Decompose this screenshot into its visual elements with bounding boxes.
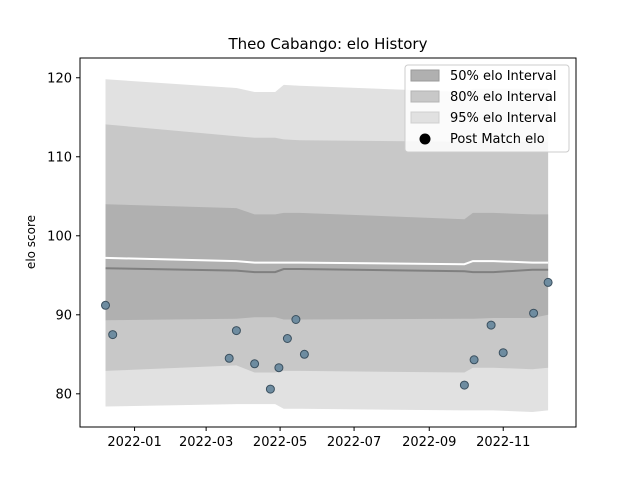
post-match-point: [231, 326, 241, 336]
legend-frame: [404, 64, 570, 153]
x-tick-label: 2022-07: [327, 435, 381, 450]
post-match-point: [486, 320, 496, 330]
post-match-point: [529, 308, 539, 318]
legend-label-80: 80% elo Interval: [450, 90, 557, 105]
post-match-point: [274, 363, 284, 373]
y-tick-label: 100: [47, 229, 72, 244]
plot-frame: [79, 57, 577, 428]
legend-label-post-match: Post Match elo: [450, 132, 545, 147]
legend: 50% elo Interval 80% elo Interval 95% el…: [404, 64, 570, 153]
y-tick-label: 110: [47, 150, 72, 165]
post-match-point: [459, 380, 469, 390]
y-tick-label: 90: [55, 308, 72, 323]
x-axis-ticks: 2022-01 2022-03 2022-05 2022-07 2022-09 2022-…: [107, 427, 530, 450]
interval-bands: [105, 79, 549, 413]
post-match-point: [224, 353, 234, 363]
legend-label-50: 50% elo Interval: [450, 69, 557, 84]
y-tick-label: 120: [47, 71, 72, 86]
y-axis-ticks: 80 90 100 110 120: [47, 71, 80, 402]
post-match-point: [108, 330, 118, 340]
legend-swatch-50: [410, 69, 440, 82]
x-tick-label: 2022-05: [253, 435, 307, 450]
x-tick-label: 2022-09: [402, 435, 456, 450]
median-elo-line: [105, 267, 549, 274]
post-match-point: [291, 315, 301, 324]
legend-marker-post-match: [419, 133, 431, 145]
post-match-point: [101, 300, 110, 310]
post-match-point: [282, 334, 292, 343]
post-match-point: [469, 355, 479, 365]
post-match-point: [250, 359, 260, 369]
legend-label-95: 95% elo Interval: [450, 111, 557, 126]
post-match-point: [543, 277, 553, 287]
post-match-point: [299, 349, 309, 359]
expected-elo-line: [105, 256, 549, 266]
y-tick-label: 80: [55, 387, 72, 402]
legend-swatch-80: [410, 90, 440, 103]
x-tick-label: 2022-01: [107, 435, 161, 450]
post-match-points: [101, 277, 553, 394]
chart-title: Theo Cabango: elo History: [228, 35, 428, 53]
x-tick-label: 2022-11: [476, 435, 530, 450]
legend-swatch-95: [410, 111, 440, 124]
x-tick-label: 2022-03: [179, 435, 233, 450]
y-axis-label: elo score: [24, 215, 38, 269]
post-match-point: [265, 384, 275, 394]
post-match-point: [498, 348, 508, 358]
trend-lines: [105, 256, 549, 274]
